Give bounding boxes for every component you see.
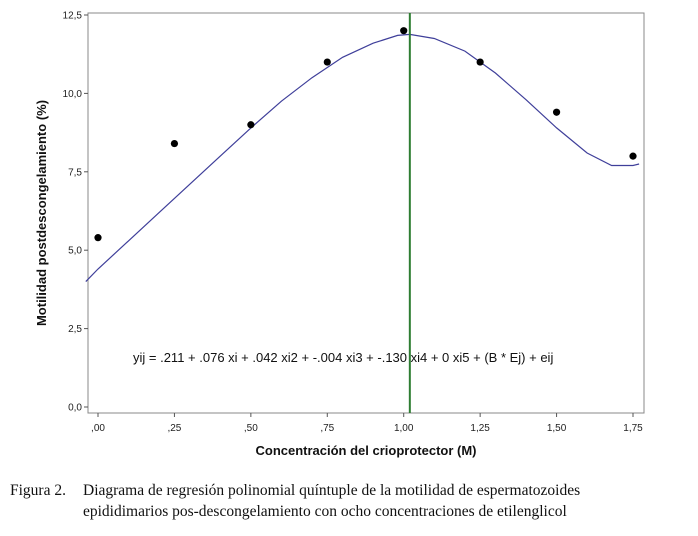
equation-label: yij = .211 + .076 xi + .042 xi2 + -.004 … [133,350,553,365]
y-tick-label: 2,5 [68,324,82,335]
x-tick-label: 1,00 [394,423,414,434]
plot-area [87,12,645,414]
x-tick-label: 1,25 [470,423,490,434]
y-tick-label: 7,5 [68,167,82,178]
data-point [247,121,255,129]
caption-label: Figura 2. [10,482,66,499]
y-axis-title: Motilidad postdescongelamiento (%) [34,100,49,326]
data-point [323,58,331,66]
data-point [400,27,408,35]
x-tick-label: 1,75 [623,423,643,434]
caption-line-1: Diagrama de regresión polinomial quíntup… [83,482,581,499]
axis-ticks: 0,0 2,5 5,0 7,5 10,0 12,5 ,00 ,25 ,50 ,75 1,00 1,25… [63,11,644,435]
y-tick-label: 10,0 [63,89,83,100]
data-point [170,139,179,148]
fit-curve [85,33,640,283]
y-tick-label: 5,0 [68,246,82,257]
x-tick-label: ,25 [167,423,181,434]
data-point [629,152,637,160]
x-tick-label: ,50 [244,423,258,434]
data-points [94,27,637,242]
data-point [94,234,102,242]
fit-layer [85,13,640,413]
y-tick-label: 12,5 [63,11,83,22]
x-tick-label: 1,50 [547,423,567,434]
y-tick-label: 0,0 [68,403,82,414]
x-axis-title: Concentración del crioprotector (M) [255,443,476,458]
x-tick-label: ,00 [91,423,105,434]
caption-line-2: epididimarios pos-descongelamiento con o… [83,503,567,520]
data-point [552,108,561,116]
chart: 0,0 2,5 5,0 7,5 10,0 12,5 ,00 ,25 ,50 ,75 1,00 1,25… [34,11,645,458]
x-tick-label: ,75 [320,423,334,434]
data-point [476,58,484,66]
